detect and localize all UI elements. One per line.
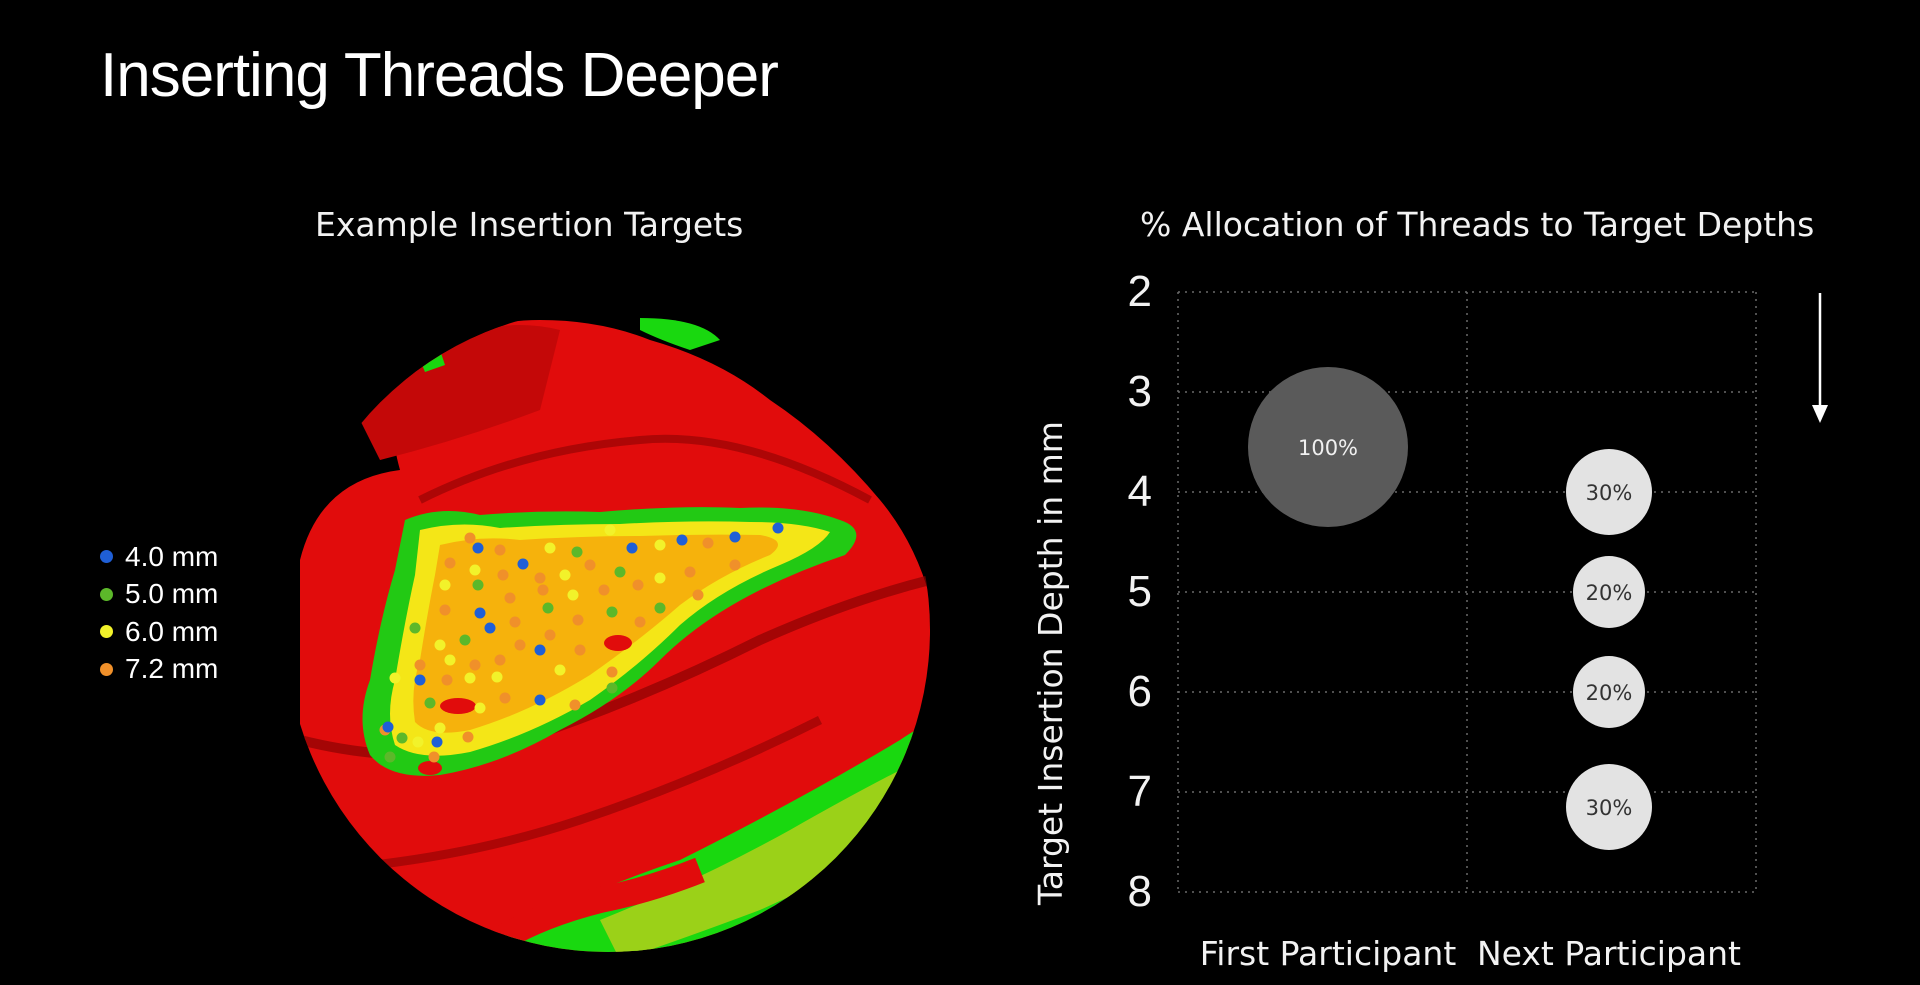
legend-item-5mm: 5.0 mm [100, 576, 218, 614]
y-axis-ticks: 2 3 4 5 6 7 8 [1128, 267, 1152, 916]
y-tick-label: 4 [1128, 467, 1152, 516]
y-tick-label: 8 [1128, 867, 1152, 916]
legend-dot-icon [100, 587, 113, 601]
x-category-label: Next Participant [1477, 934, 1741, 973]
legend-label: 7.2 mm [125, 653, 219, 685]
down-arrow-icon [1812, 293, 1828, 423]
x-axis-categories: First Participant Next Participant [1200, 934, 1741, 973]
y-tick-label: 6 [1128, 667, 1152, 716]
slide-title: Inserting Threads Deeper [100, 41, 779, 110]
bubble-label: 100% [1298, 436, 1358, 460]
chart-bubbles: 100% 30% 20% 20% 30% [1248, 367, 1652, 850]
y-tick-label: 3 [1128, 367, 1152, 416]
x-category-label: First Participant [1200, 934, 1457, 973]
allocation-bubble [1566, 449, 1652, 535]
chart-title: % Allocation of Threads to Target Depths [1140, 205, 1815, 244]
legend-item-7-2mm: 7.2 mm [100, 651, 218, 689]
legend-label: 5.0 mm [125, 578, 219, 610]
left-panel-title: Example Insertion Targets [315, 205, 744, 244]
chart-grid [1177, 291, 1757, 893]
depth-legend: 4.0 mm 5.0 mm 6.0 mm 7.2 mm [100, 538, 218, 688]
legend-dot-icon [100, 662, 113, 676]
y-tick-label: 5 [1128, 567, 1152, 616]
allocation-bubble [1573, 556, 1645, 628]
legend-label: 4.0 mm [125, 540, 219, 572]
legend-dot-icon [100, 550, 113, 564]
allocation-bubble [1248, 367, 1408, 527]
bubble-label: 30% [1586, 796, 1633, 820]
allocation-bubble [1573, 656, 1645, 728]
bubble-label: 20% [1586, 581, 1633, 605]
y-axis-label: Target Insertion Depth in mm [1031, 421, 1070, 906]
allocation-bubble [1566, 764, 1652, 850]
y-tick-label: 7 [1128, 767, 1152, 816]
y-tick-label: 2 [1128, 267, 1152, 316]
bubble-label: 20% [1586, 681, 1633, 705]
legend-item-6mm: 6.0 mm [100, 613, 218, 651]
bubble-label: 30% [1586, 481, 1633, 505]
legend-label: 6.0 mm [125, 615, 219, 647]
legend-dot-icon [100, 625, 113, 639]
legend-item-4mm: 4.0 mm [100, 538, 218, 576]
